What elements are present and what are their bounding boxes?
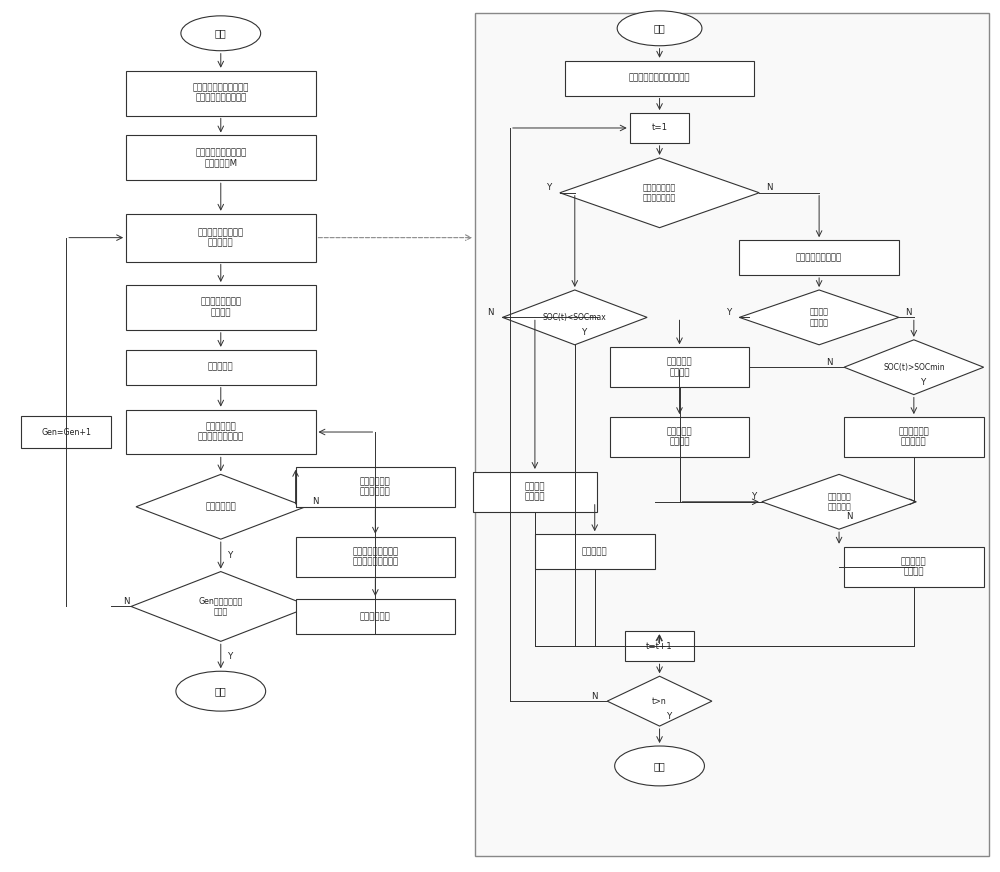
Text: 柴油发电机
输出功率: 柴油发电机 输出功率 — [667, 427, 692, 446]
Bar — [610, 417, 749, 457]
Text: 光伏输出功率是
否满足当前负荷: 光伏输出功率是 否满足当前负荷 — [643, 183, 676, 202]
Text: Y: Y — [582, 328, 587, 337]
Text: 开始: 开始 — [654, 24, 665, 33]
Text: 输入全年光伏输出功率数据: 输入全年光伏输出功率数据 — [629, 73, 690, 83]
Text: N: N — [591, 691, 598, 701]
Bar — [126, 71, 316, 115]
Text: 输入光伏，蓄电池及所需
环境的参数并处理数据: 输入光伏，蓄电池及所需 环境的参数并处理数据 — [193, 84, 249, 103]
Text: SOC(t)<SOCmax: SOC(t)<SOCmax — [543, 313, 607, 322]
Text: Y: Y — [667, 712, 672, 720]
Text: N: N — [846, 512, 852, 521]
Text: 交叉、变异；
父代与子代个体合并: 交叉、变异； 父代与子代个体合并 — [198, 422, 244, 442]
Text: 是否处于
充电状态: 是否处于 充电状态 — [810, 308, 829, 327]
Text: t=t+1: t=t+1 — [646, 642, 673, 651]
Bar — [844, 417, 984, 457]
Text: 拥挤距离计算: 拥挤距离计算 — [360, 612, 391, 621]
Bar — [126, 135, 316, 181]
Bar — [610, 347, 749, 387]
Text: Y: Y — [921, 378, 926, 386]
Bar — [844, 547, 984, 587]
Bar — [630, 113, 689, 143]
Bar — [126, 350, 316, 385]
Bar — [296, 467, 455, 507]
Text: 依据适应度值和拥挤
距离进行非支配排序: 依据适应度值和拥挤 距离进行非支配排序 — [352, 547, 398, 566]
Text: N: N — [826, 358, 832, 367]
Polygon shape — [607, 676, 712, 726]
Polygon shape — [844, 340, 984, 395]
Ellipse shape — [617, 10, 702, 45]
Ellipse shape — [176, 671, 266, 712]
Bar — [535, 535, 655, 569]
Text: N: N — [123, 597, 129, 606]
Text: Gen=Gen+1: Gen=Gen+1 — [41, 427, 91, 437]
Ellipse shape — [615, 746, 704, 786]
Text: 结束: 结束 — [215, 686, 227, 696]
Text: N: N — [312, 497, 319, 507]
Text: 依据能量控制策略进
行优化配置: 依据能量控制策略进 行优化配置 — [198, 228, 244, 248]
Ellipse shape — [181, 16, 261, 51]
Text: t>n: t>n — [652, 697, 667, 705]
Text: Y: Y — [752, 493, 757, 501]
Bar — [126, 285, 316, 330]
Text: Gen小于最大遗传
代数？: Gen小于最大遗传 代数？ — [199, 596, 243, 617]
Text: 柴油发电机
输出功率: 柴油发电机 输出功率 — [667, 358, 692, 377]
Polygon shape — [136, 474, 306, 539]
Polygon shape — [739, 290, 899, 344]
Bar — [625, 631, 694, 661]
Polygon shape — [131, 571, 311, 641]
Bar — [296, 536, 455, 576]
Text: 开始: 开始 — [215, 28, 227, 38]
Bar — [475, 13, 989, 855]
Text: 基于约束条件初始化种
群，规模为M: 基于约束条件初始化种 群，规模为M — [195, 148, 246, 167]
Bar — [739, 240, 899, 275]
Bar — [126, 214, 316, 262]
Bar — [473, 472, 597, 512]
Text: N: N — [487, 308, 493, 317]
Bar — [296, 599, 455, 634]
Bar — [21, 416, 111, 448]
Text: Y: Y — [228, 651, 233, 661]
Text: 计算每个个体的适
应度函数: 计算每个个体的适 应度函数 — [200, 297, 241, 317]
Text: 生成新父种群: 生成新父种群 — [205, 502, 236, 511]
Text: Y: Y — [727, 308, 732, 317]
Text: t=1: t=1 — [651, 124, 668, 133]
Polygon shape — [762, 474, 916, 529]
Polygon shape — [502, 290, 647, 344]
Text: Y: Y — [228, 551, 233, 560]
Text: 蓄电池充电: 蓄电池充电 — [582, 547, 608, 556]
Text: 检测蓄电池当前状态: 检测蓄电池当前状态 — [796, 253, 842, 262]
Text: 蓄电池放电补
充不足能量: 蓄电池放电补 充不足能量 — [898, 427, 929, 446]
Text: N: N — [906, 308, 912, 317]
Text: 选择合适个体
组成新父种群: 选择合适个体 组成新父种群 — [360, 477, 391, 496]
Text: 结束: 结束 — [654, 761, 665, 771]
Text: 强制进入
放电状态: 强制进入 放电状态 — [525, 482, 545, 501]
Text: 判断是否满
足负荷需求: 判断是否满 足负荷需求 — [827, 492, 851, 512]
Text: Y: Y — [547, 183, 552, 193]
Bar — [565, 61, 754, 96]
Text: 非支配排序: 非支配排序 — [208, 363, 234, 371]
Text: SOC(t)>SOCmin: SOC(t)>SOCmin — [883, 363, 945, 371]
Bar — [126, 410, 316, 454]
Polygon shape — [560, 158, 759, 228]
Text: N: N — [766, 183, 772, 193]
Text: 柴油发电机
输出功率: 柴油发电机 输出功率 — [901, 557, 927, 576]
